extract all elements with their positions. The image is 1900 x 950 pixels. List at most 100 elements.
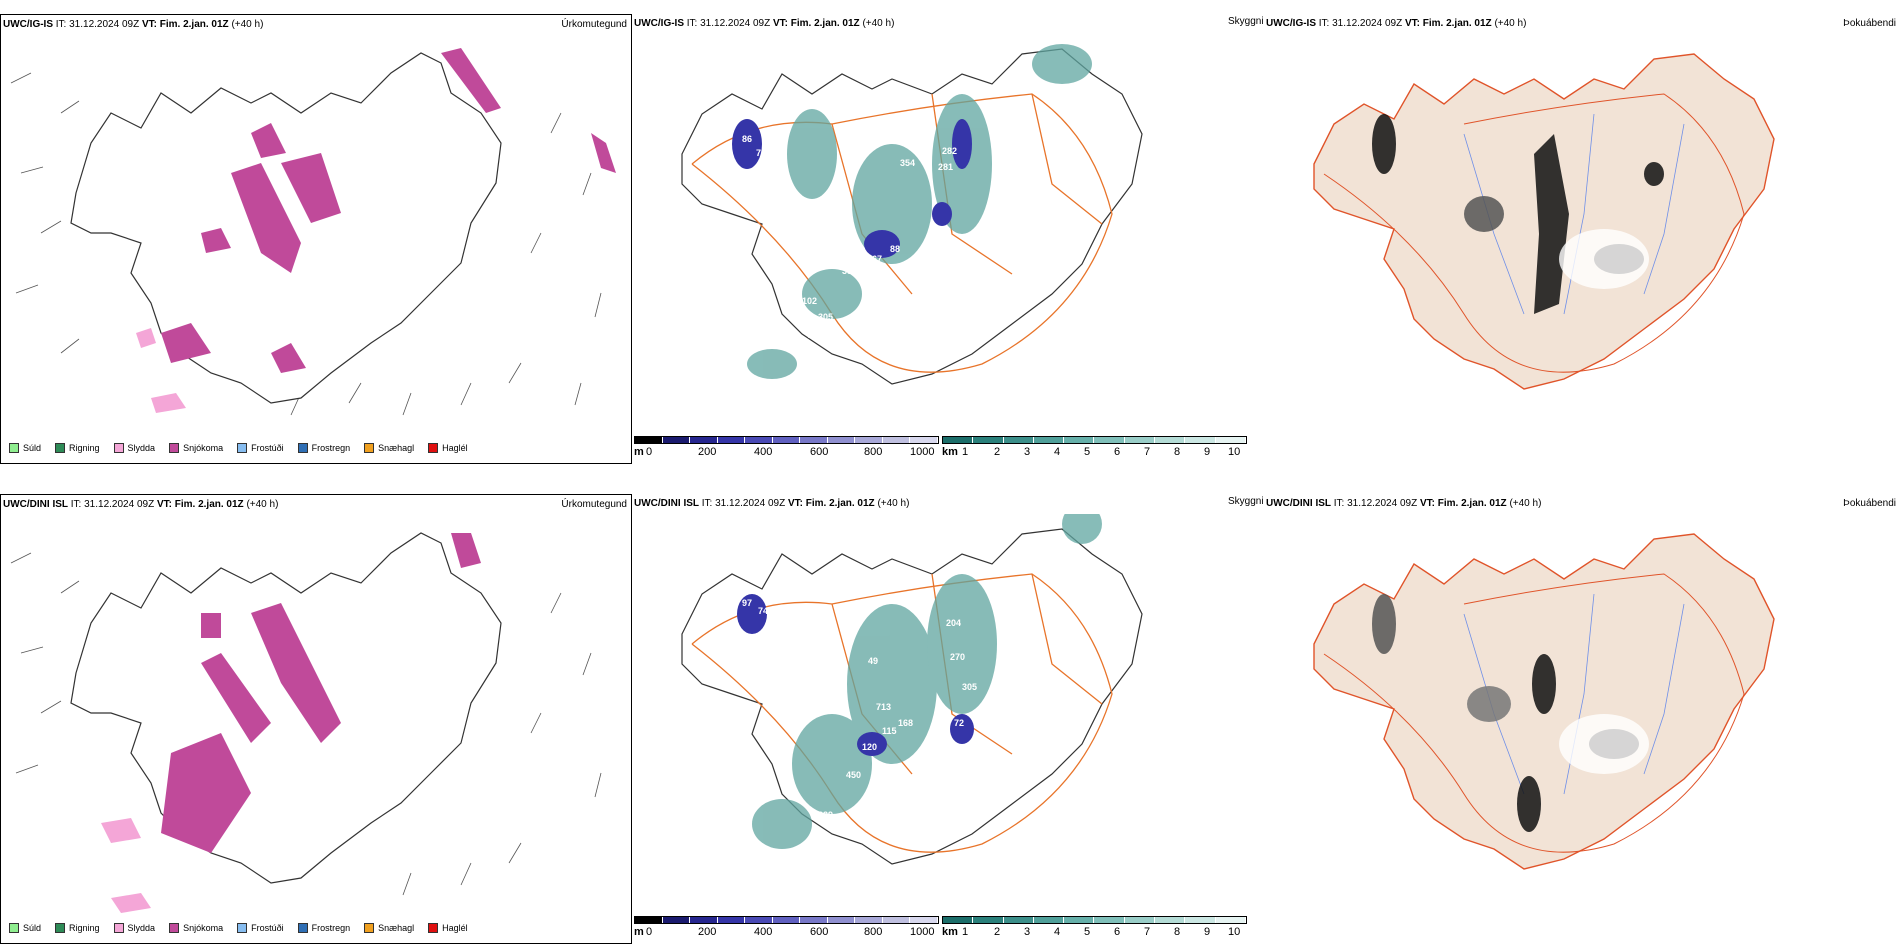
- tick-label: 400: [754, 446, 773, 458]
- legend-item: Frostregn: [297, 443, 350, 453]
- vis-label: 78: [837, 226, 847, 236]
- visibility-panel-row1: UWC/DINI ISL IT: 31.12.2024 09Z VT: Fim.…: [632, 494, 1318, 944]
- legend-swatch: [364, 923, 375, 933]
- vis-label: 22: [980, 236, 990, 246]
- panel-title: Skyggni: [1228, 496, 1264, 507]
- tick-label: 1000: [910, 926, 935, 938]
- panel-title: Þokuábendi: [1843, 18, 1896, 29]
- colorbar-strip-km: [942, 436, 1247, 444]
- visibility-map: 86 75 80 44 78 67 88 35 102 305 261 354 …: [681, 44, 1143, 385]
- tick-label: 200: [698, 926, 717, 938]
- tick-label: 1: [962, 926, 969, 938]
- vis-label: 35: [842, 266, 852, 276]
- vis-label: 67: [872, 254, 882, 264]
- vis-label: 120: [862, 742, 877, 752]
- tick-label: 2: [994, 446, 1001, 458]
- legend-swatch: [428, 923, 439, 933]
- tick-label: 7: [1144, 926, 1151, 938]
- unit-label-m: m: [634, 926, 644, 938]
- vis-label: 74: [758, 606, 768, 616]
- panel-header: UWC/DINI ISL IT: 31.12.2024 09Z VT: Fim.…: [1266, 498, 1542, 509]
- legend-item: Slydda: [113, 923, 155, 933]
- tick-label: 400: [754, 926, 773, 938]
- visibility-value-labels: 97 74 305 957 535 713 168 72 115 120 450…: [740, 598, 1027, 820]
- tick-label: 7: [1144, 446, 1151, 458]
- roads: [1323, 573, 1745, 853]
- colorbar-strip-m: [634, 436, 939, 444]
- vis-label: 102: [802, 296, 817, 306]
- legend-item: Haglél: [428, 923, 468, 933]
- panel-header: UWC/IG-IS IT: 31.12.2024 09Z VT: Fim. 2.…: [1266, 18, 1527, 29]
- legend-item: Snjókoma: [169, 923, 223, 933]
- vis-label: 229: [818, 810, 833, 820]
- legend-item: Súld: [9, 443, 41, 453]
- vis-label: 204: [946, 618, 961, 628]
- legend-item: Snæhagl: [364, 443, 414, 453]
- visibility-map: 97 74 305 957 535 713 168 72 115 120 450…: [681, 514, 1143, 865]
- visibility-panel-row0: UWC/IG-IS IT: 31.12.2024 09Z VT: Fim. 2.…: [632, 14, 1318, 464]
- unit-label-km: km: [942, 446, 958, 458]
- tick-label: 1000: [910, 446, 935, 458]
- vis-label: 80: [772, 186, 782, 196]
- legend-swatch: [297, 443, 308, 453]
- low-visibility-areas: [752, 514, 1102, 849]
- legend-item: Súld: [9, 923, 41, 933]
- legend-swatch: [364, 443, 375, 453]
- colorbar-strip-km: [942, 916, 1247, 924]
- legend-item: Rigning: [55, 923, 100, 933]
- rivers: [1463, 113, 1685, 315]
- tick-label: 3: [1024, 926, 1031, 938]
- tick-label: 6: [1114, 446, 1121, 458]
- legend-swatch: [169, 923, 180, 933]
- panel-header: UWC/DINI ISL IT: 31.12.2024 09Z VT: Fim.…: [634, 498, 910, 509]
- tick-label: 8: [1174, 446, 1181, 458]
- legend-swatch: [237, 443, 248, 453]
- legend-swatch: [55, 443, 66, 453]
- vis-label: 44: [762, 206, 772, 216]
- vis-label: 450: [846, 770, 861, 780]
- wind-barbs: [10, 552, 602, 896]
- tick-label: 5: [1084, 446, 1091, 458]
- panel-title: Skyggni: [1228, 16, 1264, 27]
- precip-map: [10, 532, 602, 913]
- vis-label: 191: [938, 272, 953, 282]
- legend-swatch: [113, 923, 124, 933]
- glacier-area: [1559, 714, 1649, 774]
- very-low-visibility-areas: [732, 119, 972, 258]
- vis-label: 97: [742, 598, 752, 608]
- tick-label: 600: [810, 446, 829, 458]
- visibility-colorbar-km: km 1 2 3 4 5 6 7 8 9 10: [942, 436, 1252, 462]
- panel-header: UWC/IG-IS IT: 31.12.2024 09Z VT: Fim. 2.…: [3, 19, 264, 30]
- legend-swatch: [428, 443, 439, 453]
- legend-swatch: [169, 443, 180, 453]
- unit-label-m: m: [634, 446, 644, 458]
- tick-label: 9: [1204, 926, 1211, 938]
- vis-label: 535: [782, 682, 797, 692]
- legend-swatch: [55, 923, 66, 933]
- panel-title: Þokuábendi: [1843, 498, 1896, 509]
- precip-legend: Súld Rigning Slydda Snjókoma Frostúði Fr…: [9, 443, 468, 453]
- very-low-visibility-areas: [737, 594, 974, 756]
- tick-label: 800: [864, 926, 883, 938]
- vis-label: 116: [1012, 736, 1027, 746]
- panel-title: Úrkomutegund: [561, 19, 627, 30]
- tick-label: 6: [1114, 926, 1121, 938]
- vis-label: 305: [818, 312, 833, 322]
- sleet-areas: [101, 818, 151, 913]
- visibility-colorbar-km: km 1 2 3 4 5 6 7 8 9 10: [942, 916, 1252, 942]
- legend-swatch: [9, 443, 19, 453]
- vis-label: 156: [940, 238, 955, 248]
- wind-barbs: [10, 72, 602, 416]
- vis-label: 86: [742, 134, 752, 144]
- panel-header: UWC/DINI ISL IT: 31.12.2024 09Z VT: Fim.…: [3, 499, 279, 510]
- tick-label: 1: [962, 446, 969, 458]
- fog-index-panel-row1: UWC/DINI ISL IT: 31.12.2024 09Z VT: Fim.…: [1264, 494, 1900, 944]
- fog-index-map: [1313, 53, 1775, 390]
- vis-label: 88: [890, 244, 900, 254]
- tick-label: 800: [864, 446, 883, 458]
- legend-item: Haglél: [428, 443, 468, 453]
- colorbar-strip-m: [634, 916, 939, 924]
- tick-label: 9: [1204, 446, 1211, 458]
- panel-header: UWC/IG-IS IT: 31.12.2024 09Z VT: Fim. 2.…: [634, 18, 895, 29]
- tick-label: 600: [810, 926, 829, 938]
